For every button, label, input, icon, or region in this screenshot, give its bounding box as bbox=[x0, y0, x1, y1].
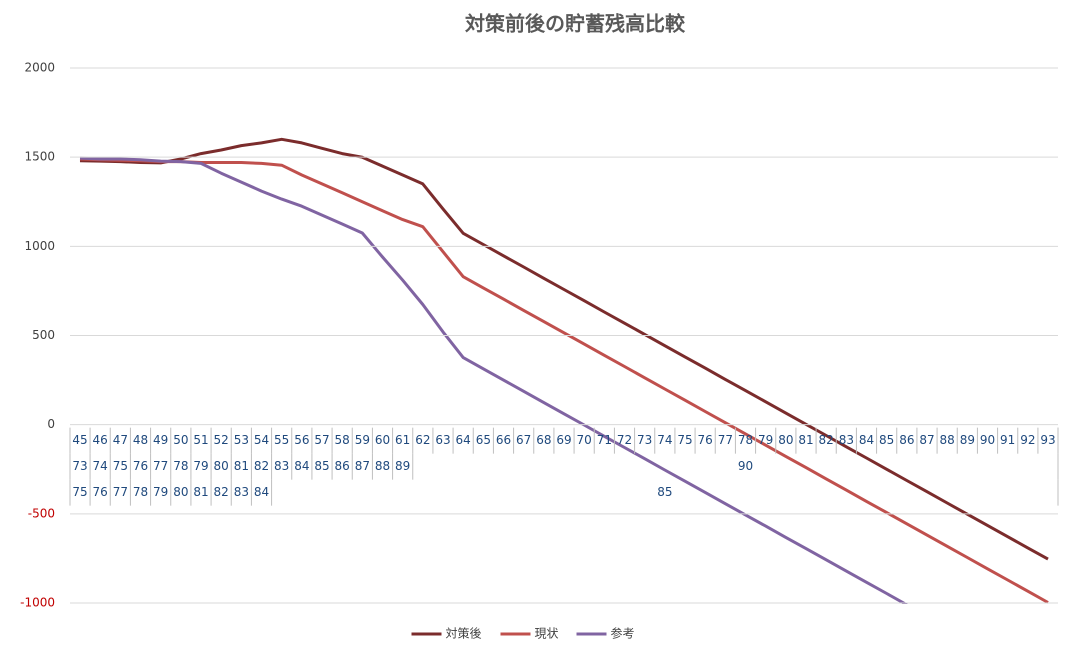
x-tick-label: 82 bbox=[254, 459, 269, 473]
x-tick-label: 84 bbox=[859, 433, 874, 447]
x-tick-label: 77 bbox=[113, 485, 128, 499]
x-tick-label: 92 bbox=[1020, 433, 1035, 447]
x-tick-label: 74 bbox=[657, 433, 672, 447]
x-tick-label: 51 bbox=[193, 433, 208, 447]
x-tick-label: 81 bbox=[234, 459, 249, 473]
y-tick-label: 0 bbox=[47, 417, 55, 431]
series-line bbox=[79, 156, 908, 604]
x-tick-label: 88 bbox=[375, 459, 390, 473]
x-tick-label: 61 bbox=[395, 433, 410, 447]
x-tick-label: 66 bbox=[496, 433, 511, 447]
x-tick-label: 88 bbox=[940, 433, 955, 447]
x-tick-label: 90 bbox=[738, 459, 753, 473]
y-tick-label: 500 bbox=[32, 328, 55, 342]
x-tick-label: 84 bbox=[294, 459, 309, 473]
x-tick-label: 52 bbox=[214, 433, 229, 447]
x-tick-label: 91 bbox=[1000, 433, 1015, 447]
x-tick-label: 68 bbox=[536, 433, 551, 447]
x-tick-label: 47 bbox=[113, 433, 128, 447]
y-tick-label: 1500 bbox=[24, 150, 55, 164]
x-tick-label: 82 bbox=[214, 485, 229, 499]
x-tick-label: 77 bbox=[718, 433, 733, 447]
legend-label: 参考 bbox=[611, 626, 635, 641]
x-tick-label: 79 bbox=[193, 459, 208, 473]
x-tick-label: 46 bbox=[93, 433, 108, 447]
legend-label: 対策後 bbox=[446, 627, 482, 641]
x-tick-label: 75 bbox=[72, 485, 87, 499]
x-tick-label: 62 bbox=[415, 433, 430, 447]
y-tick-label: -500 bbox=[28, 506, 55, 520]
x-tick-label: 77 bbox=[153, 459, 168, 473]
series-line bbox=[79, 157, 1049, 604]
x-tick-label: 60 bbox=[375, 433, 390, 447]
x-tick-label: 74 bbox=[93, 459, 108, 473]
x-tick-label: 63 bbox=[435, 433, 450, 447]
x-tick-label: 49 bbox=[153, 433, 168, 447]
x-tick-label: 78 bbox=[738, 433, 753, 447]
x-tick-label: 83 bbox=[274, 459, 289, 473]
x-tick-label: 93 bbox=[1040, 433, 1055, 447]
x-tick-label: 85 bbox=[314, 459, 329, 473]
legend-label: 現状 bbox=[535, 627, 559, 641]
x-tick-label: 85 bbox=[879, 433, 894, 447]
x-tick-label: 80 bbox=[173, 485, 188, 499]
x-tick-label: 72 bbox=[617, 433, 632, 447]
x-tick-label: 76 bbox=[698, 433, 713, 447]
x-tick-label: 73 bbox=[72, 459, 87, 473]
y-tick-label: -1000 bbox=[20, 596, 55, 610]
x-tick-label: 86 bbox=[335, 459, 350, 473]
x-tick-label: 78 bbox=[133, 485, 148, 499]
x-tick-label: 53 bbox=[234, 433, 249, 447]
x-tick-label: 80 bbox=[214, 459, 229, 473]
x-tick-label: 81 bbox=[193, 485, 208, 499]
x-tick-label: 87 bbox=[919, 433, 934, 447]
x-tick-label: 73 bbox=[637, 433, 652, 447]
series-line bbox=[79, 137, 1049, 561]
x-tick-label: 81 bbox=[798, 433, 813, 447]
x-tick-label: 58 bbox=[335, 433, 350, 447]
x-tick-label: 79 bbox=[153, 485, 168, 499]
x-tick-label: 83 bbox=[234, 485, 249, 499]
x-tick-label: 87 bbox=[355, 459, 370, 473]
y-tick-label: 1000 bbox=[24, 239, 55, 253]
x-tick-label: 50 bbox=[173, 433, 188, 447]
x-tick-label: 75 bbox=[677, 433, 692, 447]
x-tick-label: 82 bbox=[819, 433, 834, 447]
x-tick-label: 71 bbox=[597, 433, 612, 447]
x-tick-label: 90 bbox=[980, 433, 995, 447]
x-tick-label: 55 bbox=[274, 433, 289, 447]
x-tick-label: 56 bbox=[294, 433, 309, 447]
x-tick-label: 89 bbox=[960, 433, 975, 447]
x-tick-label: 65 bbox=[476, 433, 491, 447]
x-tick-label: 78 bbox=[173, 459, 188, 473]
x-tick-label: 76 bbox=[93, 485, 108, 499]
x-tick-label: 83 bbox=[839, 433, 854, 447]
x-tick-label: 89 bbox=[395, 459, 410, 473]
x-tick-label: 80 bbox=[778, 433, 793, 447]
x-tick-label: 79 bbox=[758, 433, 773, 447]
x-tick-label: 48 bbox=[133, 433, 148, 447]
x-tick-label: 69 bbox=[556, 433, 571, 447]
x-tick-label: 59 bbox=[355, 433, 370, 447]
plot-lines bbox=[79, 137, 1049, 604]
x-tick-label: 67 bbox=[516, 433, 531, 447]
x-tick-label: 86 bbox=[899, 433, 914, 447]
x-tick-label: 75 bbox=[113, 459, 128, 473]
x-tick-label: 76 bbox=[133, 459, 148, 473]
x-tick-label: 84 bbox=[254, 485, 269, 499]
x-tick-label: 57 bbox=[314, 433, 329, 447]
x-tick-label: 70 bbox=[577, 433, 592, 447]
chart-title: 対策前後の貯蓄残高比較 bbox=[464, 12, 686, 36]
x-tick-label: 54 bbox=[254, 433, 269, 447]
x-tick-label: 45 bbox=[72, 433, 87, 447]
x-tick-label: 64 bbox=[456, 433, 471, 447]
x-tick-label: 85 bbox=[657, 485, 672, 499]
y-tick-label: 2000 bbox=[24, 61, 55, 75]
